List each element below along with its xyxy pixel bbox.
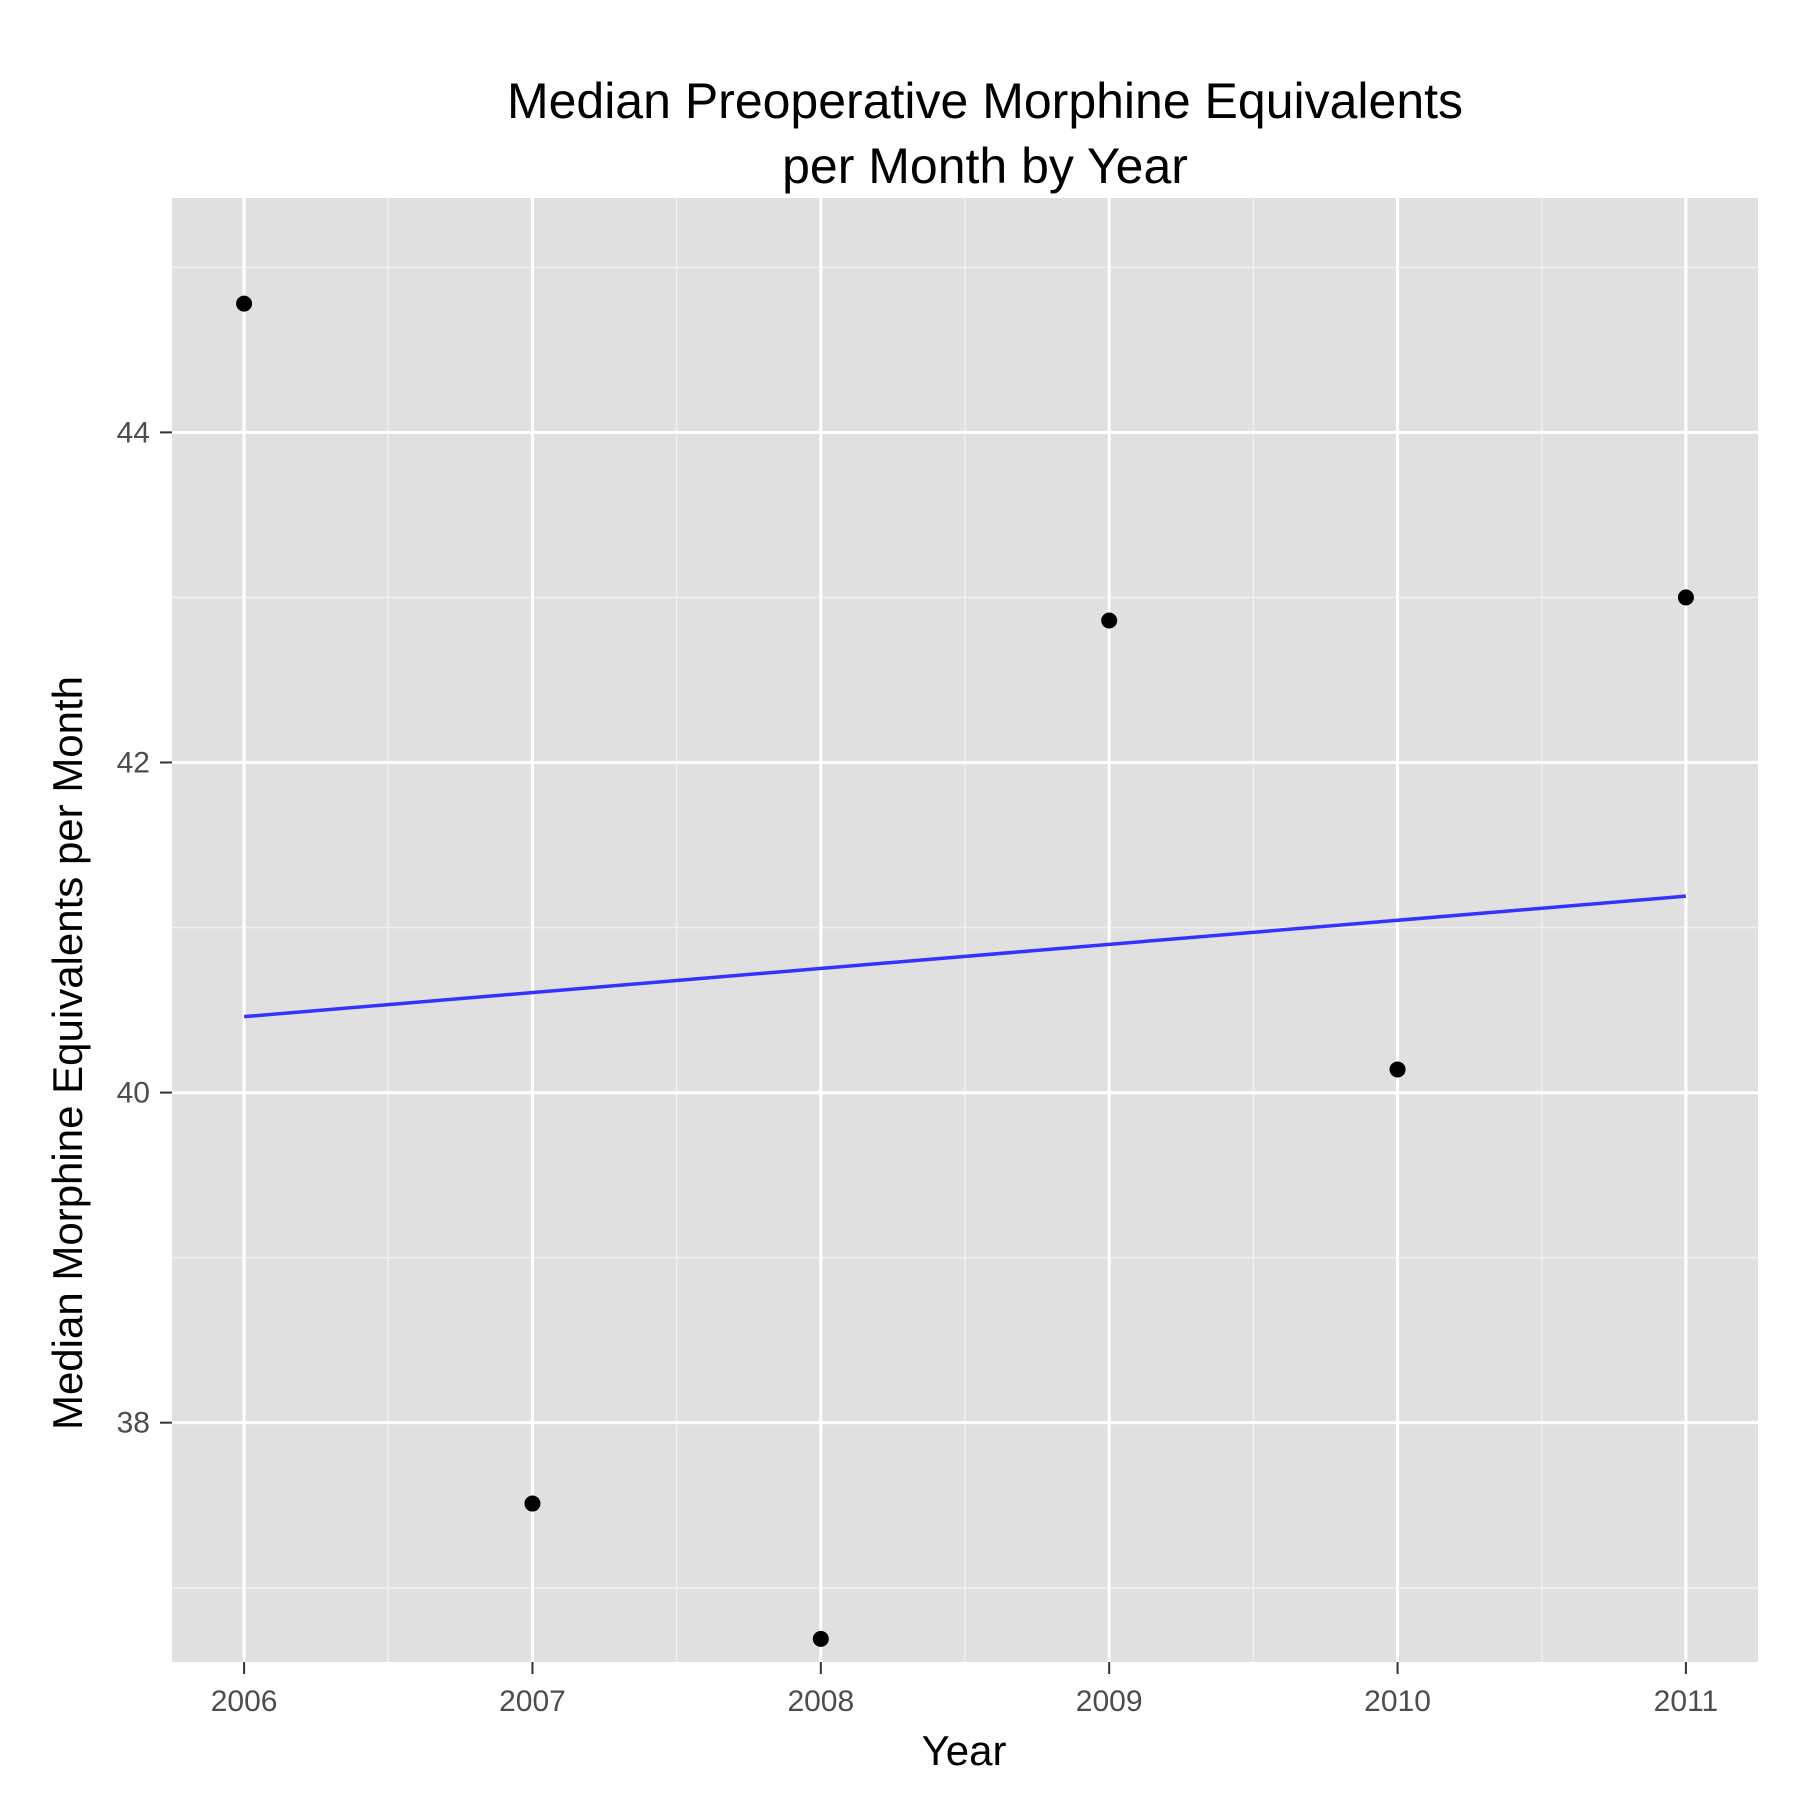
minor-gridlines [172, 198, 1758, 1662]
chart-title-line-2: per Month by Year [782, 138, 1188, 194]
data-points [236, 295, 1694, 1647]
x-tick-label-2009: 2009 [1076, 1685, 1143, 1718]
data-point-2011 [1677, 589, 1694, 606]
y-axis-title: Median Morphine Equivalents per Month [44, 676, 91, 1430]
data-point-2007 [524, 1495, 541, 1512]
data-point-2006 [236, 295, 253, 312]
trend-line-group [243, 894, 1687, 1019]
data-point-2009 [1101, 612, 1118, 629]
trend-line [243, 894, 1687, 1019]
x-tick-label-2006: 2006 [211, 1685, 278, 1718]
data-point-2008 [812, 1630, 829, 1647]
major-gridlines [172, 198, 1758, 1662]
x-axis: 2006 2007 2008 2009 2010 2011 [211, 1662, 1718, 1718]
x-tick-label-2008: 2008 [787, 1685, 854, 1718]
y-tick-label-38: 38 [117, 1407, 150, 1440]
data-point-2010 [1389, 1061, 1406, 1078]
y-axis: 38 40 42 44 [117, 416, 172, 1440]
y-tick-label-44: 44 [117, 416, 150, 449]
x-axis-title: Year [922, 1727, 1007, 1774]
x-tick-label-2011: 2011 [1654, 1685, 1719, 1718]
x-tick-label-2010: 2010 [1364, 1685, 1431, 1718]
x-tick-label-2007: 2007 [499, 1685, 566, 1718]
chart-title-line-1: Median Preoperative Morphine Equivalents [507, 73, 1463, 129]
y-tick-label-42: 42 [117, 746, 150, 779]
y-tick-label-40: 40 [117, 1077, 150, 1110]
